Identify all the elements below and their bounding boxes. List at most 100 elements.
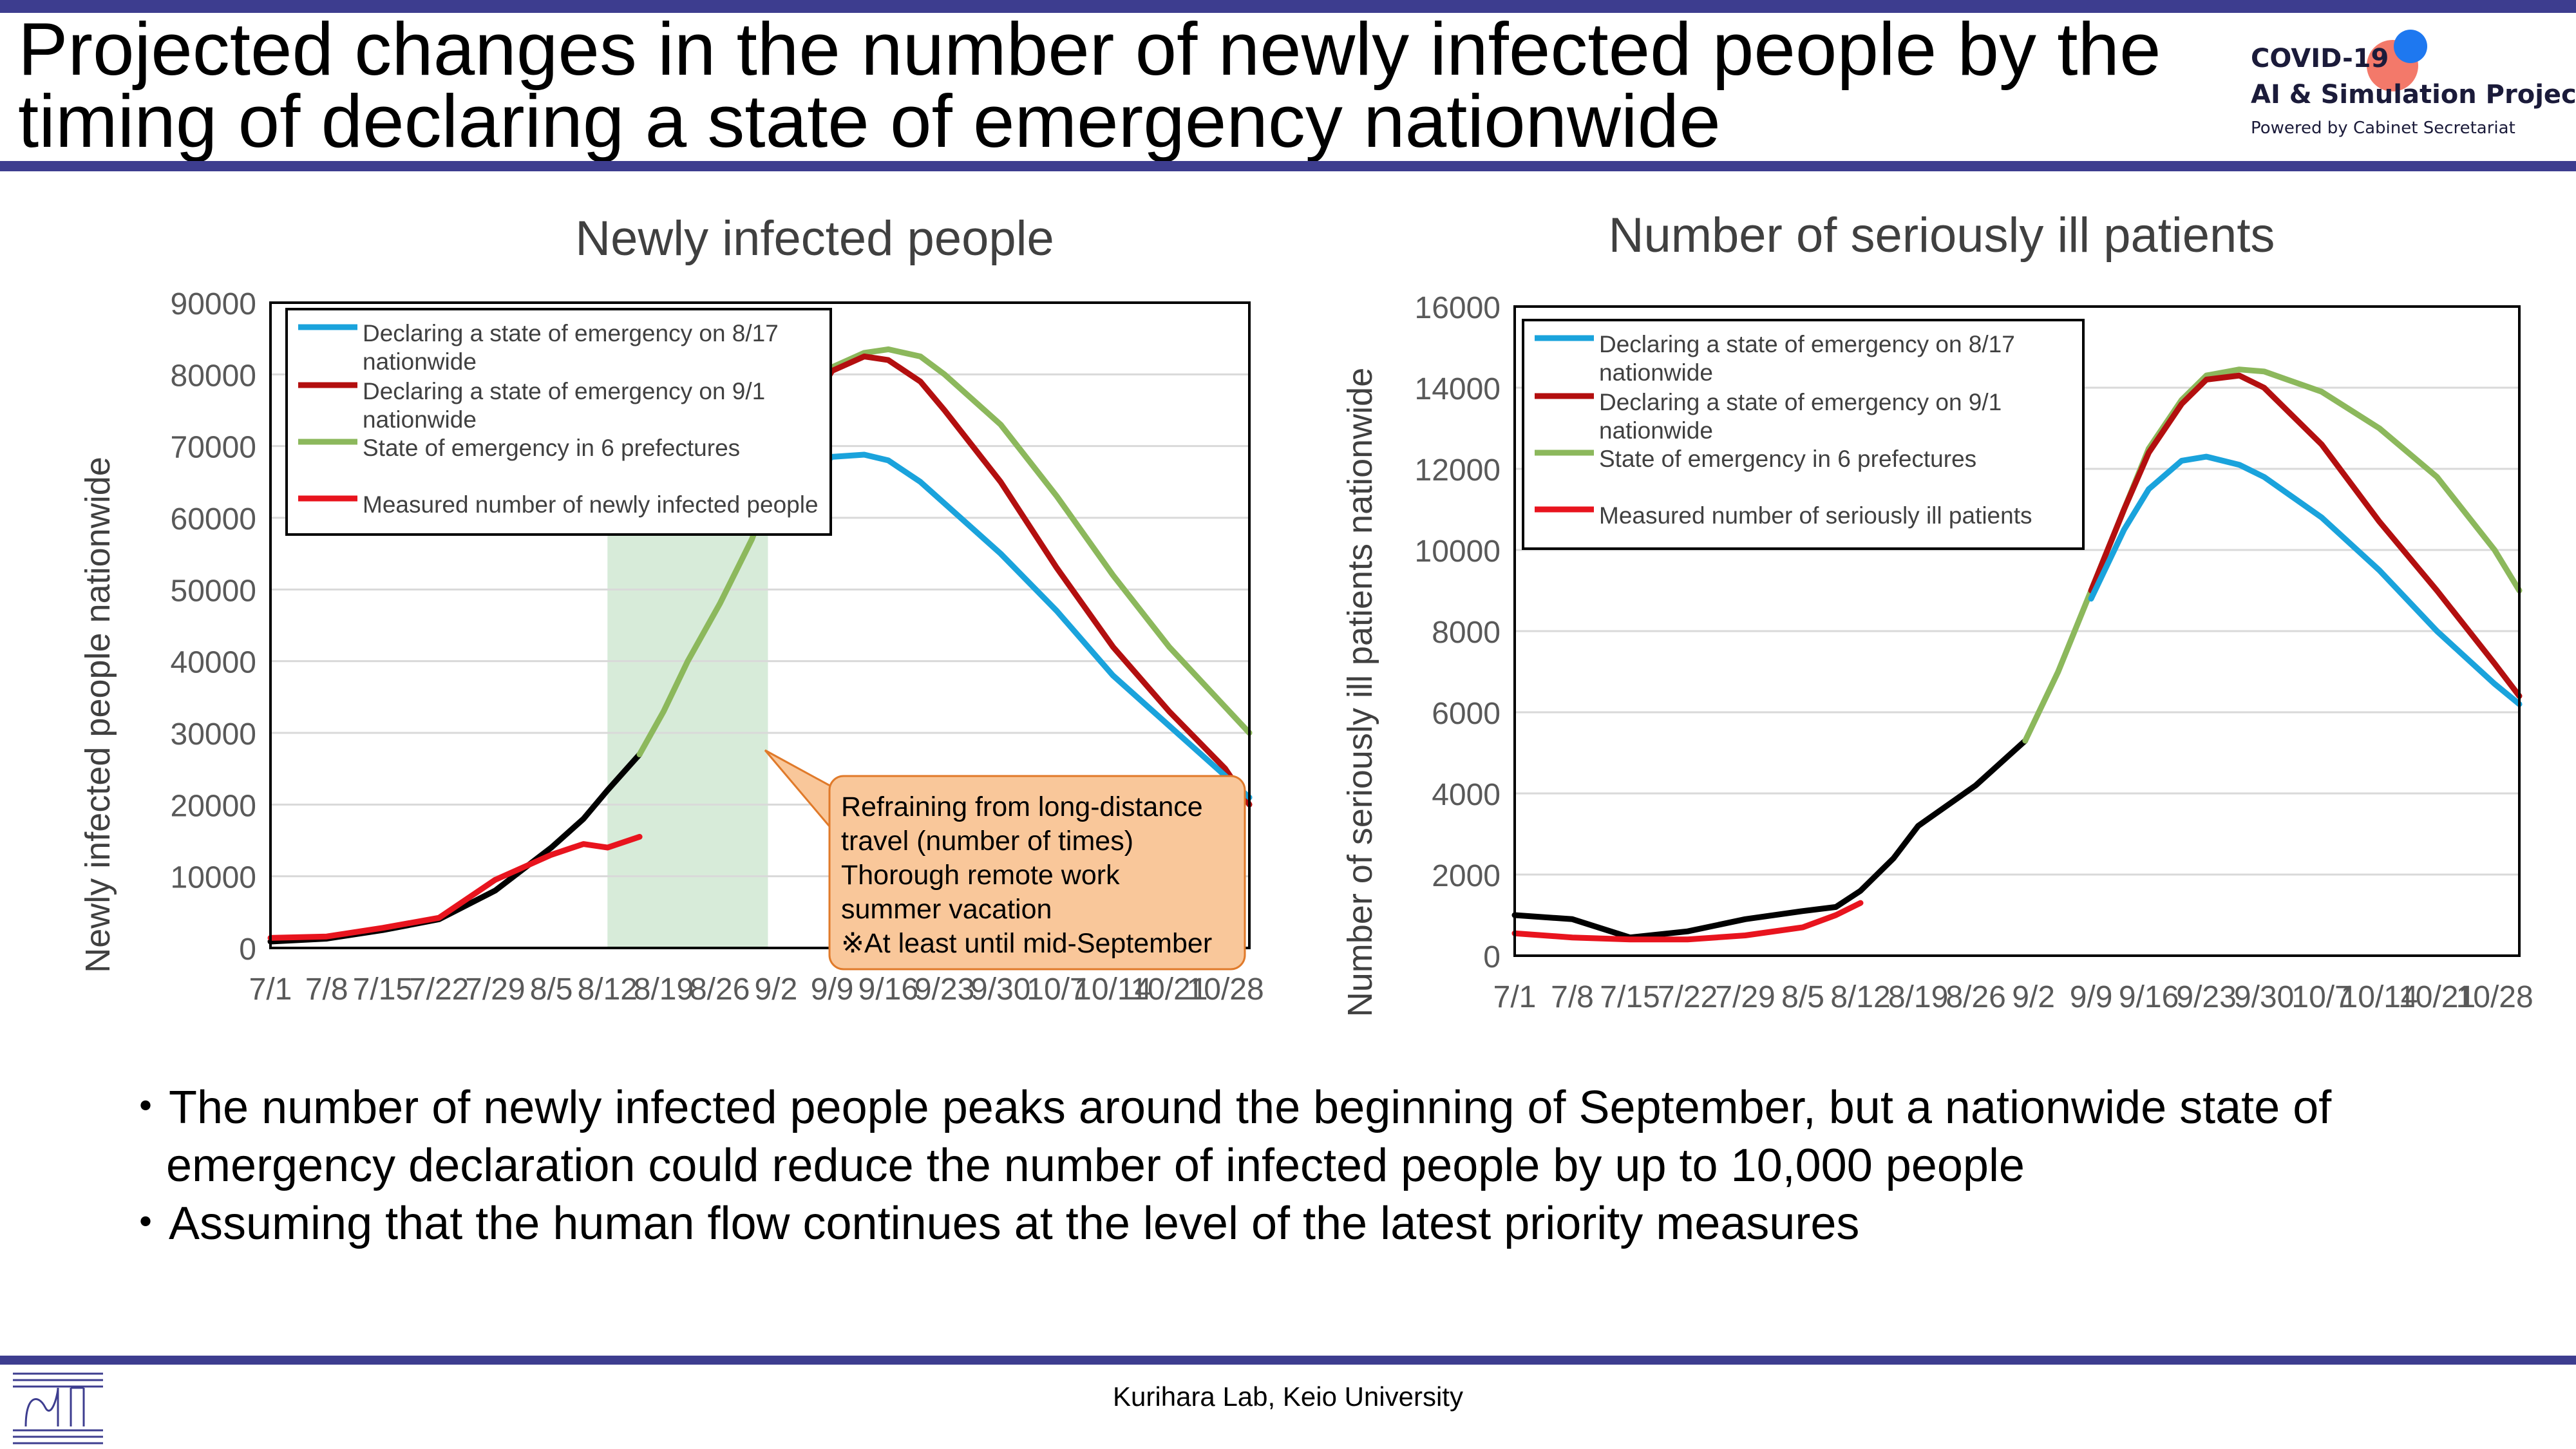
title-rule [0,161,2576,171]
chart-title: Newly infected people [575,211,1054,266]
slide-title: Projected changes in the number of newly… [18,12,2221,158]
x-tick-label: 7/22 [409,972,469,1007]
x-tick-label: 8/12 [1830,980,1890,1014]
callout-text: summer vacation [841,894,1052,925]
x-tick-label: 9/16 [858,972,918,1007]
legend-entry-label: Measured number of seriously ill patient… [1599,502,2032,529]
x-tick-label: 8/12 [578,972,638,1007]
lab-logo-icon [13,1372,103,1444]
x-tick-label: 7/29 [1715,980,1775,1014]
y-tick-label: 2000 [1432,859,1501,893]
legend-box [1522,319,2085,550]
plot-area: 0 10000 20000 30000 40000 50000 60000 70000 8000… [171,287,1264,1007]
logo-line-1: COVID-19 [2251,44,2389,73]
series-aug17-line [2088,453,2523,707]
x-tick-label: 9/30 [971,972,1030,1007]
x-tick-label: 8/26 [1946,980,2005,1014]
y-tick-label: 60000 [171,502,256,536]
callout-text: ※At least until mid-September [841,928,1212,959]
y-tick-label: 12000 [1415,453,1501,488]
y-axis-label: Newly infected people nationwide [79,457,117,973]
highlight-band [607,503,768,948]
slide-title-line-2: timing of declaring a state of emergency… [18,79,1721,163]
x-tick-label: 8/5 [1781,980,1824,1014]
y-tick-label: 40000 [171,646,256,680]
legend-entry-label: nationwide [1599,417,1713,444]
x-tick-label: 9/9 [2070,980,2113,1014]
y-tick-label: 50000 [171,574,256,608]
top-rule [0,0,2576,13]
logo-line-2: AI & Simulation Project [2251,80,2576,109]
x-tick-label: 7/15 [1600,980,1660,1014]
legend-box [285,308,832,536]
x-tick-label: 7/1 [1493,980,1537,1014]
callout-text: travel (number of times) [841,826,1133,857]
x-tick-label: 10/7 [1027,972,1086,1007]
plot-area: 0 2000 4000 6000 8000 10000 12000 14000 16000 7/1… [1415,291,2533,1014]
newly-infected-chart: Newly infected people Newly infected peo… [79,211,1264,1007]
bullet-1-line-2: emergency declaration could reduce the n… [166,1140,2025,1191]
series-sep1-line [773,354,1253,808]
series-six_pref-line [636,346,1253,757]
project-logo: COVID-19 AI & Simulation Project Powered… [2251,26,2576,148]
legend-entry-label: State of emergency in 6 prefectures [1599,446,1976,472]
legend-entry-label: Declaring a state of emergency on 8/17 [1599,331,2015,357]
callout-text: Refraining from long-distance [841,791,1203,822]
series-aug17-line [805,451,1253,800]
logo-blue-dot-icon [2394,30,2427,63]
logo-line-3: Powered by Cabinet Secretariat [2251,118,2515,138]
y-tick-label: 4000 [1432,778,1501,812]
x-tick-label: 7/1 [249,972,292,1007]
series-sep1-line [2088,372,2523,699]
x-tick-label: 10/28 [2456,980,2533,1014]
x-tick-label: 9/23 [914,972,974,1007]
plot-frame [1513,305,2521,957]
y-tick-label: 16000 [1415,291,1501,325]
callout-text: Thorough remote work [841,860,1120,891]
x-tick-label: 9/2 [755,972,798,1007]
x-tick-label: 9/16 [2119,980,2179,1014]
y-tick-label: 6000 [1432,697,1501,731]
x-tick-label: 10/14 [1074,972,1151,1007]
y-tick-label: 20000 [171,789,256,823]
legend-entry-label: Declaring a state of emergency on 9/1 [363,378,765,404]
x-tick-label: 9/30 [2234,980,2294,1014]
x-tick-label: 7/22 [1658,980,1718,1014]
callout-box [828,775,1246,971]
x-tick-label: 7/8 [305,972,348,1007]
legend-entry-label: Measured number of newly infected people [363,491,819,518]
legend-entry-label: State of emergency in 6 prefectures [363,435,740,461]
x-tick-label: 10/21 [1130,972,1208,1007]
y-tick-label: 80000 [171,359,256,393]
x-tick-label: 7/8 [1551,980,1594,1014]
bullet-1-line-1: ・The number of newly infected people pea… [122,1082,2332,1133]
legend-entry-label: Declaring a state of emergency on 8/17 [363,320,779,346]
chart-title: Number of seriously ill patients [1609,208,2275,263]
footer-credit: Kurihara Lab, Keio University [1113,1381,1463,1412]
seriously-ill-chart: Number of seriously ill patients Number … [1341,208,2533,1018]
x-tick-label: 9/9 [811,972,854,1007]
slide-title-line-1: Projected changes in the number of newly… [18,7,2161,91]
x-tick-label: 8/5 [530,972,573,1007]
bullet-list: ・The number of newly infected people pea… [122,1079,2331,1253]
x-tick-label: 10/21 [2398,980,2476,1014]
series-measured-line [1511,900,1864,943]
legend-entry-label: nationwide [1599,359,1713,386]
x-tick-label: 7/15 [353,972,413,1007]
y-axis-label: Number of seriously ill patients nationw… [1341,368,1379,1018]
y-tick-label: 30000 [171,717,256,752]
y-tick-label: 70000 [171,431,256,465]
x-tick-label: 10/28 [1187,972,1264,1007]
x-tick-label: 8/26 [690,972,750,1007]
bullet-2: ・Assuming that the human flow continues … [122,1198,1860,1249]
y-tick-label: 14000 [1415,372,1501,406]
y-tick-label: 8000 [1432,616,1501,650]
y-tick-label: 90000 [171,287,256,321]
y-tick-label: 10000 [171,861,256,895]
x-tick-label: 10/7 [2291,980,2351,1014]
x-tick-label: 8/19 [1888,980,1948,1014]
x-tick-label: 9/23 [2176,980,2236,1014]
plot-frame [269,301,1251,949]
y-tick-label: 0 [239,933,256,967]
series-measured-line [267,833,643,941]
